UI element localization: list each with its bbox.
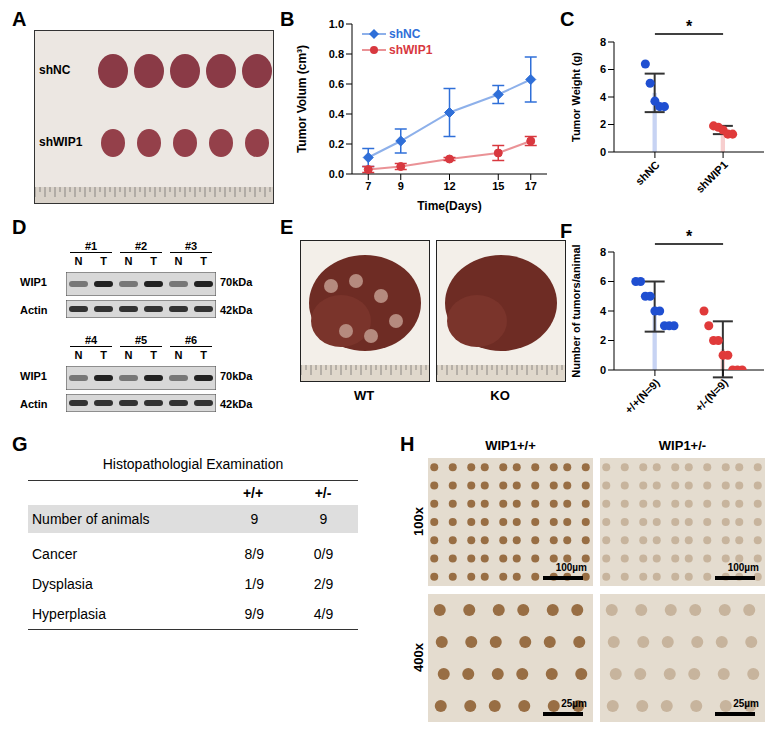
html-text:A: A: [12, 8, 27, 30]
html-text:Actin: Actin: [20, 398, 48, 410]
html-text:4/9: 4/9: [313, 606, 334, 622]
html-text:Number of animals: Number of animals: [32, 511, 150, 527]
svg-text:9: 9: [398, 180, 404, 192]
html-text:N: N: [124, 349, 133, 361]
svg-text:Time(Days): Time(Days): [417, 199, 481, 213]
html-text:T: T: [100, 349, 107, 361]
html-text:N: N: [174, 255, 183, 267]
html-text:KO: KO: [490, 388, 510, 403]
html-text:H: H: [400, 433, 415, 455]
svg-text:2: 2: [600, 118, 606, 130]
html-text:2/9: 2/9: [313, 576, 334, 592]
html-text:WIP1+/+: WIP1+/+: [485, 438, 536, 453]
html-text:25µm: 25µm: [733, 698, 759, 709]
html-text:42kDa: 42kDa: [220, 398, 253, 410]
svg-text:0: 0: [600, 364, 606, 376]
svg-text:8: 8: [600, 36, 606, 48]
svg-text:4: 4: [600, 305, 607, 317]
html-text:100x: 100x: [410, 507, 426, 536]
html-text:#6: #6: [184, 334, 198, 346]
html-text:D: D: [12, 216, 27, 238]
svg-text:0.2: 0.2: [329, 138, 344, 150]
html-text:9: 9: [250, 511, 259, 527]
svg-text:0.0: 0.0: [329, 168, 344, 180]
html-text:Dysplasia: Dysplasia: [32, 576, 93, 592]
svg-text:0.8: 0.8: [329, 48, 344, 60]
html-text:N: N: [74, 349, 83, 361]
html-text:Hyperplasia: Hyperplasia: [32, 606, 106, 622]
html-text:N: N: [124, 255, 133, 267]
html-text:shWIP1: shWIP1: [389, 43, 433, 57]
svg-text:shNC: shNC: [633, 158, 662, 187]
html-text:#5: #5: [134, 334, 148, 346]
html-text:Histopathologial Examination: Histopathologial Examination: [102, 456, 284, 472]
svg-text:+/+(N=9): +/+(N=9): [622, 376, 662, 416]
html-text:#3: #3: [184, 240, 198, 252]
html-text:T: T: [150, 349, 157, 361]
html-text:#4: #4: [84, 334, 98, 346]
html-text:400x: 400x: [410, 643, 426, 672]
html-text:42kDa: 42kDa: [220, 304, 253, 316]
html-text:shNC: shNC: [39, 63, 71, 77]
html-text:#1: #1: [84, 240, 98, 252]
svg-text:Tumor Weight (g): Tumor Weight (g): [570, 52, 582, 142]
svg-text:8: 8: [600, 246, 606, 258]
svg-text:*: *: [686, 228, 693, 245]
svg-text:Number of tumors/animal: Number of tumors/animal: [570, 244, 582, 377]
svg-text:0: 0: [600, 146, 606, 158]
svg-text:6: 6: [600, 63, 606, 75]
svg-text:2: 2: [600, 334, 606, 346]
html-text:G: G: [12, 433, 28, 455]
html-text:Actin: Actin: [20, 304, 48, 316]
svg-text:4: 4: [600, 91, 607, 103]
html-text:WIP1: WIP1: [20, 370, 47, 382]
svg-text:+/-(N=9): +/-(N=9): [693, 376, 731, 414]
html-text:T: T: [200, 349, 207, 361]
html-text:shNC: shNC: [389, 27, 421, 41]
html-text:9/9: 9/9: [244, 606, 264, 622]
html-text:F: F: [560, 220, 573, 242]
svg-text:shWIP1: shWIP1: [693, 158, 730, 195]
html-text:Cancer: Cancer: [32, 546, 78, 562]
html-text:C: C: [560, 8, 575, 30]
html-text:E: E: [280, 216, 294, 238]
html-text:100µm: 100µm: [555, 562, 587, 573]
html-text:N: N: [74, 255, 83, 267]
html-text:0/9: 0/9: [313, 546, 334, 562]
html-text:100µm: 100µm: [727, 562, 759, 573]
html-text:shWIP1: shWIP1: [39, 135, 83, 149]
html-text:1/9: 1/9: [244, 576, 264, 592]
svg-text:Tumor Volum (cm³): Tumor Volum (cm³): [295, 45, 309, 153]
svg-text:0.4: 0.4: [329, 108, 345, 120]
html-text:70kDa: 70kDa: [220, 276, 253, 288]
html-text:N: N: [174, 349, 183, 361]
svg-text:*: *: [686, 18, 693, 35]
svg-text:17: 17: [525, 180, 537, 192]
html-text:9: 9: [319, 511, 328, 527]
svg-text:0.6: 0.6: [329, 78, 344, 90]
html-text:WIP1: WIP1: [20, 276, 47, 288]
html-text:T: T: [200, 255, 207, 267]
html-text:B: B: [280, 8, 295, 30]
svg-text:15: 15: [492, 180, 504, 192]
svg-text:6: 6: [600, 275, 606, 287]
svg-text:12: 12: [443, 180, 455, 192]
html-text:25µm: 25µm: [561, 698, 587, 709]
html-text:70kDa: 70kDa: [220, 370, 253, 382]
svg-text:7: 7: [365, 180, 371, 192]
html-text:WT: WT: [353, 388, 375, 403]
html-text:T: T: [100, 255, 107, 267]
html-text:WIP1+/-: WIP1+/-: [658, 438, 707, 453]
html-text:T: T: [150, 255, 157, 267]
svg-text:1.0: 1.0: [329, 18, 344, 30]
html-text:8/9: 8/9: [244, 546, 264, 562]
html-text:#2: #2: [134, 240, 148, 252]
